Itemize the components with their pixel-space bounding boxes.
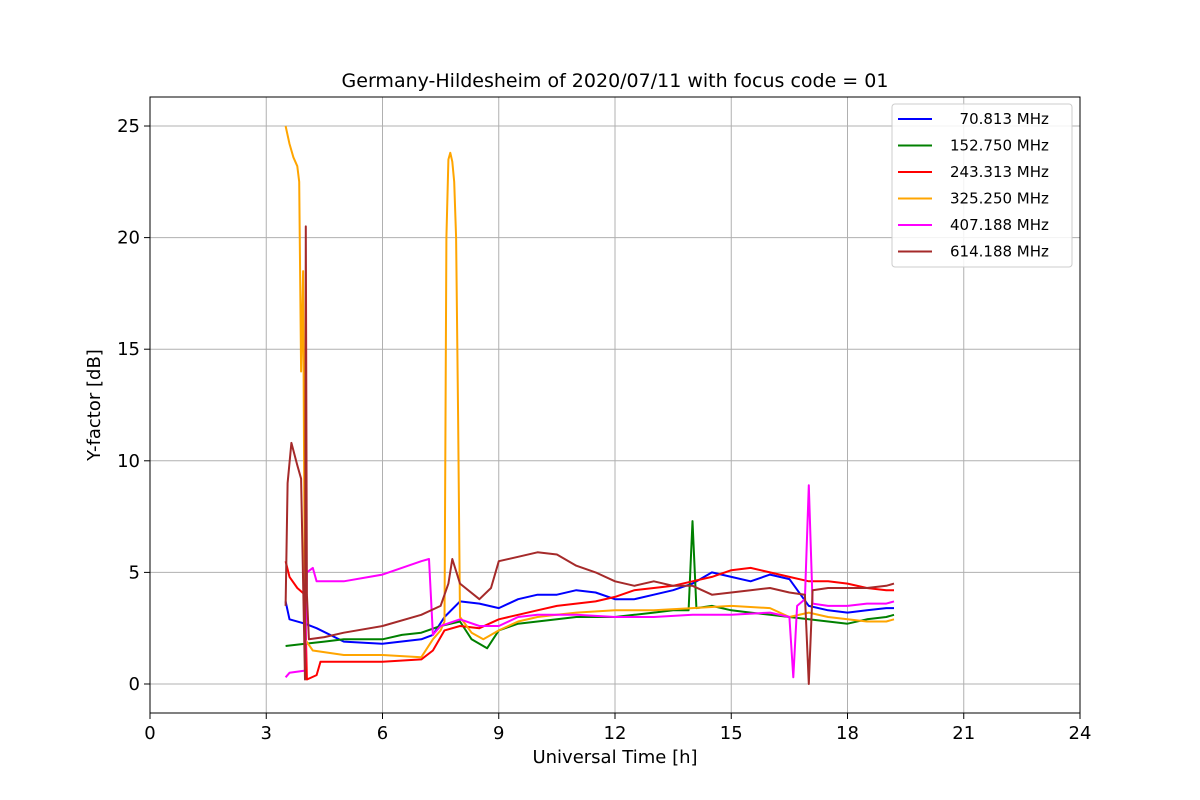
legend-label: 243.313 MHz [950,163,1049,181]
series-line-6 [284,225,895,685]
y-tick-label: 20 [117,228,140,249]
legend-label: 614.188 MHz [950,243,1049,261]
legend-label: 70.813 MHz [950,110,1049,128]
x-tick-label: 18 [836,723,859,744]
axis-ticks: 0 3 6 9 12 15 18 21 24 0 5 10 15 20 25 [117,116,1091,744]
legend-box [891,103,1073,268]
y-axis-label: Y-factor [dB] [84,349,105,462]
x-axis-label: Universal Time [h] [532,747,697,768]
legend: 70.813 MHz 152.750 MHz 243.313 MHz 325.250 … [891,103,1073,268]
y-tick-label: 10 [117,451,140,472]
legend-label: 152.750 MHz [950,137,1049,155]
y-tick-label: 25 [117,116,140,137]
series-line-1 [284,571,894,645]
x-tick-label: 6 [377,723,388,744]
legend-label: 325.250 MHz [950,190,1049,208]
x-tick-label: 12 [604,723,627,744]
series-line-3 [284,560,894,681]
y-tick-label: 0 [129,674,140,695]
legend-label: 407.188 MHz [950,216,1049,234]
x-tick-label: 3 [261,723,272,744]
x-tick-label: 15 [720,723,743,744]
y-tick-label: 5 [129,562,140,583]
y-tick-label: 15 [117,339,140,360]
x-tick-label: 0 [144,723,155,744]
series-lines [284,125,895,685]
series-line-5 [284,484,895,679]
x-tick-label: 24 [1069,723,1092,744]
x-tick-label: 21 [952,723,975,744]
chart-title: Germany-Hildesheim of 2020/07/11 with fo… [342,70,889,92]
x-tick-label: 9 [493,723,504,744]
